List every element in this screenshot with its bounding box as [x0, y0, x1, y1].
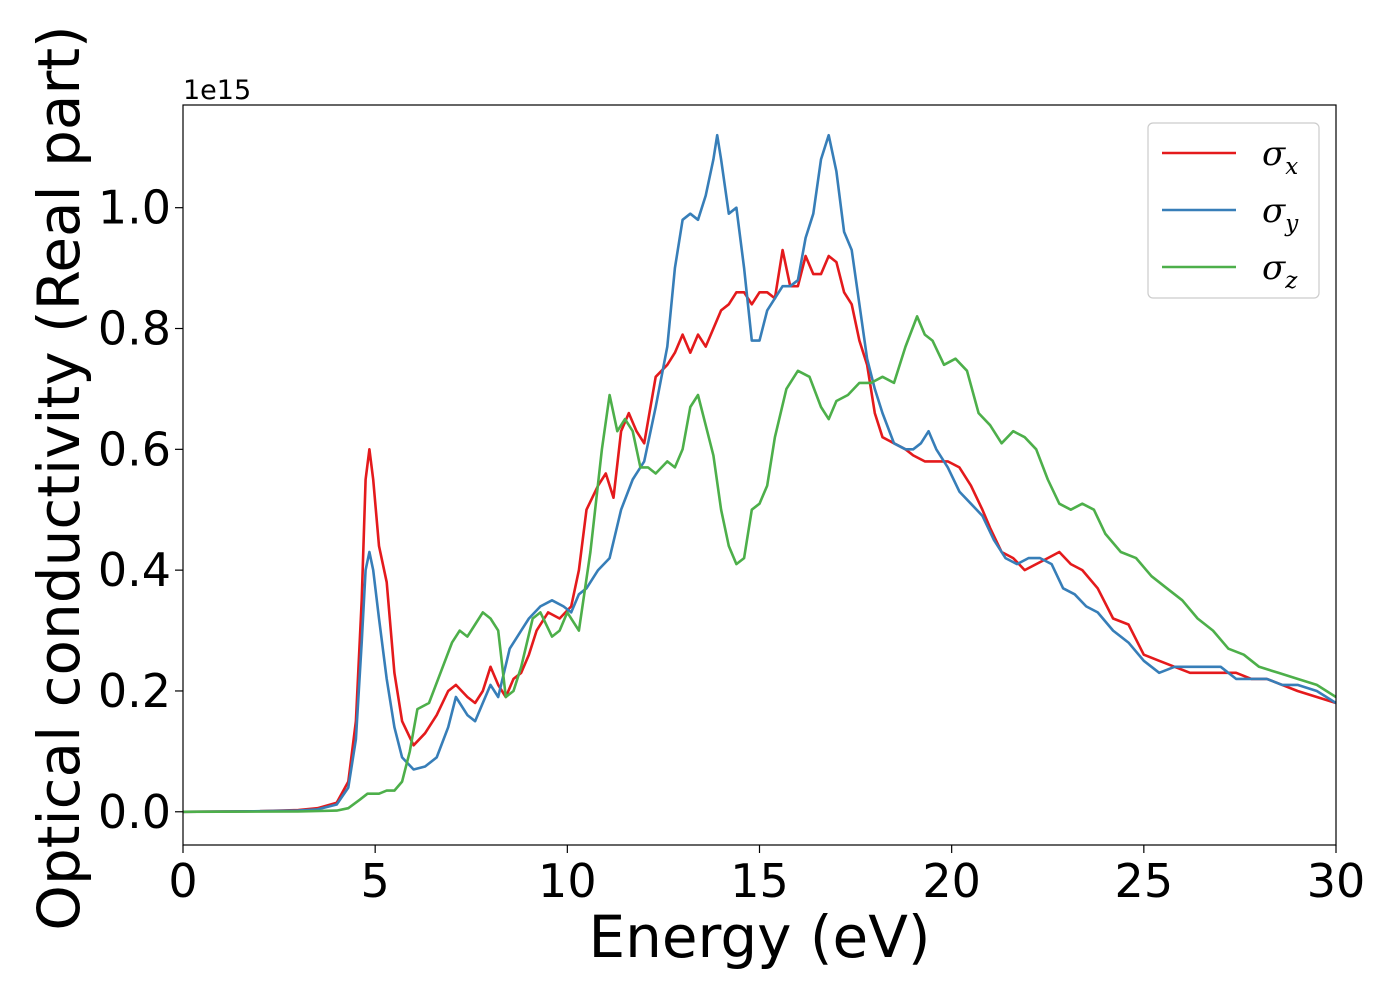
x-tick-label: 15 — [730, 854, 789, 908]
legend-label-z: σz — [1262, 248, 1298, 294]
y-tick-label: 0.6 — [98, 422, 171, 476]
y-tick-label: 0.4 — [98, 543, 171, 597]
x-tick-label: 25 — [1115, 854, 1174, 908]
series-layer — [183, 133, 1336, 814]
x-tick-label: 0 — [168, 854, 197, 908]
y-tick-label: 0.8 — [98, 302, 171, 356]
x-tick-label: 10 — [538, 854, 597, 908]
y-tick-label: 0.2 — [98, 664, 171, 718]
x-tick-label: 5 — [361, 854, 390, 908]
series-line-x — [183, 248, 1336, 814]
y-axis-title: Optical conductivity (Real part) — [25, 25, 93, 930]
legend-label-y: σy — [1262, 191, 1299, 237]
y-tick-label: 0.0 — [98, 785, 171, 839]
ticks-layer: 0 5 10 15 20 25 30 0.0 0.2 0.4 0.6 0.8 1.0 — [98, 181, 1365, 908]
series-line-z — [183, 315, 1336, 814]
y-offset-label: 1e15 — [183, 75, 251, 106]
legend: σx σy σz — [1147, 122, 1320, 299]
x-tick-label: 30 — [1307, 854, 1366, 908]
x-axis-title: Energy (eV) — [588, 903, 930, 971]
x-tick-label: 20 — [922, 854, 981, 908]
y-tick-label: 1.0 — [98, 181, 171, 235]
series-line-y — [183, 133, 1336, 814]
legend-label-x: σx — [1262, 134, 1298, 180]
